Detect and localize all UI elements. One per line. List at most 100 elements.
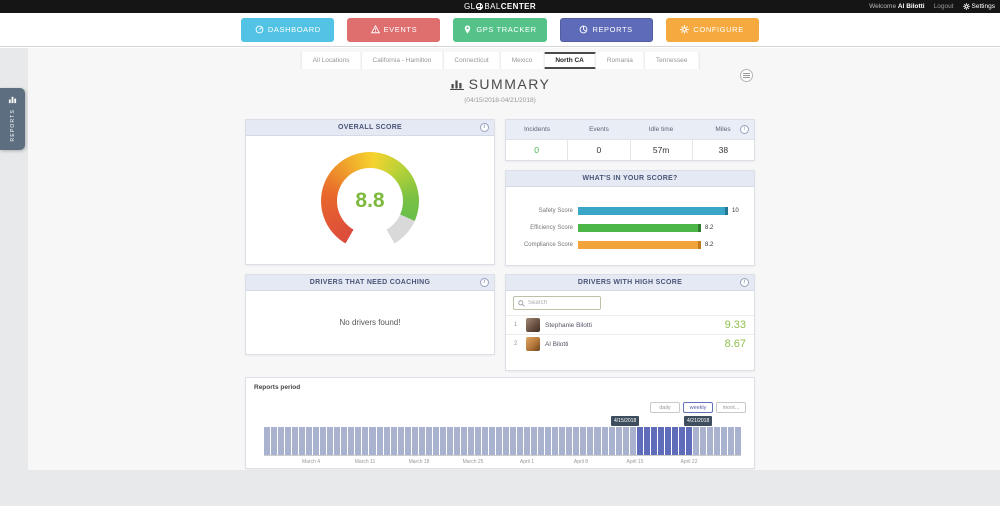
timeline-bar bbox=[278, 427, 285, 455]
driver-row[interactable]: 1 Stephanie Bilotti 9.33 bbox=[506, 315, 754, 334]
card-title: OVERALL SCORE bbox=[337, 124, 403, 131]
search-icon bbox=[518, 299, 525, 307]
menu-toggle-button[interactable] bbox=[740, 69, 753, 82]
score-bar bbox=[578, 241, 701, 249]
topbar-right: Welcome Al Bilotti Logout Settings bbox=[869, 0, 995, 13]
nav-events-button[interactable]: EVENTS bbox=[347, 17, 441, 42]
driver-search[interactable] bbox=[513, 296, 601, 310]
reports-side-tab[interactable]: REPORTS bbox=[0, 88, 25, 150]
side-tab-label: REPORTS bbox=[9, 109, 16, 142]
globe-icon bbox=[476, 3, 484, 10]
timeline-bar bbox=[692, 427, 699, 455]
range-end-tooltip: 4/21/2018 bbox=[684, 416, 713, 426]
score-row-compliance-score: Compliance Score 8.2 bbox=[514, 241, 746, 249]
info-icon[interactable]: i bbox=[480, 278, 489, 287]
welcome-text: Welcome Al Bilotti bbox=[869, 3, 925, 10]
score-breakdown-body: Safety Score 10 Efficiency Score 8.2 Complia… bbox=[506, 187, 754, 265]
period-mont-button[interactable]: mont... bbox=[716, 402, 746, 413]
tab-romania[interactable]: Romania bbox=[596, 52, 645, 69]
timeline-bar bbox=[334, 427, 341, 455]
timeline-bar bbox=[285, 427, 292, 455]
stat-label-idle-time: Idle time bbox=[648, 126, 674, 133]
timeline-axis: March 4 March 11 March 18 March 25 April 1 Ap… bbox=[246, 459, 756, 469]
nav-reports-button[interactable]: REPORTS bbox=[559, 17, 653, 42]
driver-score: 9.33 bbox=[724, 319, 746, 331]
nav-dashboard-button[interactable]: DASHBOARD bbox=[241, 17, 335, 42]
timeline-bar bbox=[453, 427, 460, 455]
report-icon bbox=[8, 96, 17, 104]
timeline-bar bbox=[397, 427, 404, 455]
score-bar-cap bbox=[725, 207, 728, 215]
timeline-bar bbox=[320, 427, 327, 455]
logo-text-left: GL bbox=[463, 2, 476, 11]
score-row-safety-score: Safety Score 10 bbox=[514, 207, 746, 215]
timeline-bar bbox=[587, 427, 594, 455]
timeline-bar bbox=[390, 427, 397, 455]
gear-icon bbox=[680, 25, 690, 34]
tab-mexico[interactable]: Mexico bbox=[501, 52, 545, 69]
timeline-bar-highlighted bbox=[636, 427, 643, 455]
score-value: 8.2 bbox=[705, 242, 714, 248]
content-area: All Locations California - Hamilton Connec… bbox=[0, 48, 1000, 506]
chart-icon bbox=[449, 80, 464, 90]
tab-north-ca[interactable]: North CA bbox=[544, 52, 596, 69]
overall-score-gauge: 8.8 bbox=[321, 152, 419, 250]
axis-label: April 8 bbox=[573, 459, 589, 465]
timeline-bar-highlighted bbox=[657, 427, 664, 455]
gear-icon bbox=[962, 3, 970, 10]
nav-gps-tracker-button[interactable]: GPS TRACKER bbox=[453, 17, 547, 42]
app-logo: GL BAL CENTER bbox=[464, 0, 536, 13]
pie-icon bbox=[579, 25, 588, 34]
timeline-bar bbox=[552, 427, 559, 455]
topbar: GL BAL CENTER Welcome Al Bilotti Logout Se… bbox=[0, 0, 1000, 13]
stat-value-incidents: 0 bbox=[506, 140, 569, 160]
warning-icon bbox=[370, 25, 380, 34]
info-icon[interactable]: i bbox=[480, 123, 489, 132]
card-title: WHAT'S IN YOUR SCORE? bbox=[582, 175, 678, 182]
timeline-bar bbox=[566, 427, 573, 455]
axis-label: April 22 bbox=[680, 459, 698, 465]
score-bar-cap bbox=[698, 241, 701, 249]
timeline-bar bbox=[481, 427, 488, 455]
timeline-title: Reports period bbox=[254, 384, 301, 391]
info-icon[interactable]: i bbox=[740, 278, 749, 287]
driver-avatar bbox=[526, 318, 540, 332]
score-value: 8.2 bbox=[705, 225, 714, 231]
score-label: Safety Score bbox=[538, 208, 573, 214]
nav-configure-button[interactable]: CONFIGURE bbox=[665, 17, 759, 42]
score-bar bbox=[578, 207, 728, 215]
tab-all-locations[interactable]: All Locations bbox=[300, 52, 362, 69]
hamburger-icon bbox=[743, 75, 750, 76]
tab-california-hamilton[interactable]: California - Hamilton bbox=[362, 52, 444, 69]
driver-row[interactable]: 2 Al Bilotti 8.67 bbox=[506, 334, 754, 353]
timeline-bar bbox=[313, 427, 320, 455]
driver-name: Stephanie Bilotti bbox=[545, 321, 592, 329]
info-icon[interactable]: i bbox=[740, 125, 749, 134]
logout-link[interactable]: Logout bbox=[933, 3, 954, 10]
driver-avatar bbox=[526, 337, 540, 351]
timeline-bar bbox=[341, 427, 348, 455]
high-score-body: 1 Stephanie Bilotti 9.33 2 Al Bilotti 8.67 bbox=[506, 291, 754, 370]
driver-name: Al Bilotti bbox=[545, 340, 569, 348]
score-label: Compliance Score bbox=[523, 242, 573, 248]
timeline-bar bbox=[622, 427, 629, 455]
stats-card: i Incidents Events Idle time Miles 0 0 57m 38 bbox=[505, 119, 755, 161]
timeline-bar bbox=[714, 427, 721, 455]
tab-tennessee[interactable]: Tennessee bbox=[645, 52, 700, 69]
axis-label: March 11 bbox=[354, 459, 376, 465]
logo-text-mid: BAL bbox=[484, 2, 501, 11]
settings-link[interactable]: Settings bbox=[962, 3, 995, 10]
score-label: Efficiency Score bbox=[530, 225, 573, 231]
page-title: SUMMARY bbox=[0, 76, 1000, 92]
coaching-card: DRIVERS THAT NEED COACHING i No drivers … bbox=[245, 274, 495, 355]
timeline-bar bbox=[545, 427, 552, 455]
stat-label-miles: Miles bbox=[715, 126, 731, 133]
period-daily-button[interactable]: daily bbox=[650, 402, 680, 413]
period-weekly-button[interactable]: weekly bbox=[683, 402, 713, 413]
driver-rank: 1 bbox=[514, 322, 518, 328]
axis-label: March 4 bbox=[301, 459, 321, 465]
timeline-bar bbox=[306, 427, 313, 455]
search-input[interactable] bbox=[528, 300, 596, 306]
overall-score-value: 8.8 bbox=[355, 189, 385, 212]
tab-connecticut[interactable]: Connecticut bbox=[443, 52, 501, 69]
